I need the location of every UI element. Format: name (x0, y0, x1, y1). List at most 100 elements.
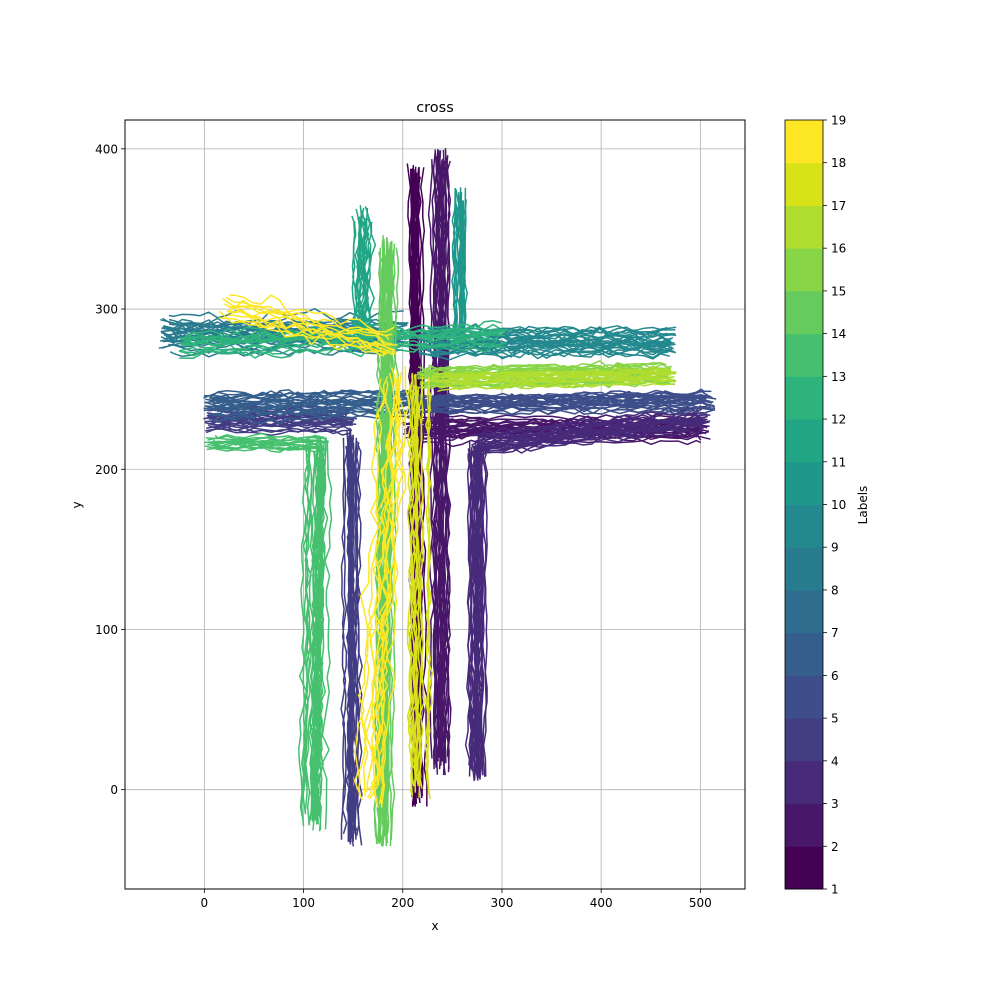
trajectory-line (457, 196, 464, 334)
colorbar-segment (785, 547, 823, 591)
trajectory-line (452, 199, 459, 344)
trajectory-line (410, 388, 706, 401)
x-tick-label: 500 (689, 896, 712, 910)
trajectory-line (406, 379, 414, 794)
trajectory-line (481, 436, 488, 777)
trajectory-line (207, 432, 325, 441)
colorbar-tick-label: 18 (831, 156, 846, 170)
trajectory-line (214, 434, 322, 442)
colorbar-tick-label: 14 (831, 327, 846, 341)
trajectory-line (218, 317, 390, 357)
colorbar-segment (785, 290, 823, 335)
trajectory-line (205, 427, 352, 435)
trajectory-line (378, 381, 403, 805)
x-tick-label: 400 (590, 896, 613, 910)
trajectory-line (226, 310, 397, 355)
trajectory-line (481, 406, 711, 441)
colorbar-segment (785, 632, 823, 676)
trajectory-line (432, 150, 439, 770)
colorbar-tick-label: 12 (831, 413, 846, 427)
colorbar-segment (785, 248, 823, 292)
y-tick-label: 200 (95, 463, 118, 477)
trajectory-line (185, 329, 506, 347)
trajectory-line (189, 328, 501, 343)
trajectory-line (441, 158, 449, 764)
y-axis-label: y (70, 501, 84, 508)
trajectory-line (341, 445, 348, 835)
trajectory-line (213, 402, 410, 413)
trajectory-line (427, 363, 668, 372)
trajectory-line (347, 432, 354, 839)
trajectory-line (427, 362, 667, 373)
trajectory-line (466, 453, 473, 770)
trajectory-line (419, 349, 669, 361)
colorbar-segment (785, 333, 823, 377)
colorbar-tick-label: 13 (831, 370, 846, 384)
colorbar-tick-label: 8 (831, 583, 839, 597)
trajectory-line (415, 390, 712, 401)
trajectory-line (409, 372, 419, 793)
colorbar-tick-label: 1 (831, 883, 839, 897)
colorbar-tick-label: 2 (831, 840, 839, 854)
trajectory-line (479, 441, 485, 776)
trajectory-line (225, 296, 393, 337)
x-tick-label: 0 (201, 896, 209, 910)
x-axis-label: x (431, 919, 438, 933)
x-tick-label: 300 (491, 896, 514, 910)
trajectory-line (297, 437, 310, 818)
trajectory-line (468, 441, 474, 768)
trajectory-line (212, 441, 321, 449)
trajectory-line (205, 427, 351, 437)
trajectory-line (300, 449, 311, 817)
trajectory-line (471, 419, 706, 450)
trajectory-line (425, 376, 432, 800)
trajectory-line (415, 387, 422, 785)
colorbar-tick-label: 7 (831, 626, 839, 640)
trajectory-line (472, 445, 478, 770)
colorbar-segment (785, 120, 823, 164)
colorbar-tick-label: 16 (831, 242, 846, 256)
colorbar-segment (785, 760, 823, 805)
y-tick-label: 0 (110, 783, 118, 797)
trajectory-line (309, 453, 319, 821)
trajectory-lines (158, 148, 717, 847)
trajectory-line (364, 206, 372, 344)
trajectory-line (340, 437, 347, 840)
trajectory-line (437, 381, 674, 393)
trajectory-line (353, 376, 389, 801)
trajectory-line (482, 453, 489, 777)
colorbar-segment (785, 718, 823, 762)
colorbar-segment (785, 846, 823, 890)
trajectory-line (424, 387, 434, 796)
trajectory-line (420, 167, 428, 807)
trajectory-line (218, 310, 394, 356)
x-tick-label: 100 (292, 896, 315, 910)
trajectory-line (204, 445, 328, 454)
colorbar-segment (785, 504, 823, 548)
trajectory-line (419, 346, 670, 360)
trajectory-line (432, 378, 670, 388)
colorbar-segment (785, 419, 823, 463)
y-tick-label: 100 (95, 623, 118, 637)
colorbar-segment (785, 675, 823, 719)
trajectory-line (417, 396, 709, 407)
trajectory-line (368, 371, 403, 800)
colorbar-tick-label: 4 (831, 754, 839, 768)
y-axis: 0 100 200 300 400 (95, 142, 125, 797)
colorbar-segment (785, 461, 823, 505)
trajectory-line (208, 439, 329, 446)
colorbar-tick-label: 6 (831, 669, 839, 683)
trajectory-line (308, 450, 319, 819)
trajectory-line (469, 445, 477, 782)
trajectory-line (436, 161, 443, 765)
y-tick-label: 300 (95, 303, 118, 317)
chart-title: cross (416, 100, 454, 116)
trajectory-line (229, 294, 395, 333)
colorbar-tick-label: 9 (831, 541, 839, 555)
trajectory-line (304, 450, 316, 826)
colorbar-tick-label: 19 (831, 114, 846, 128)
trajectory-line (457, 193, 464, 344)
